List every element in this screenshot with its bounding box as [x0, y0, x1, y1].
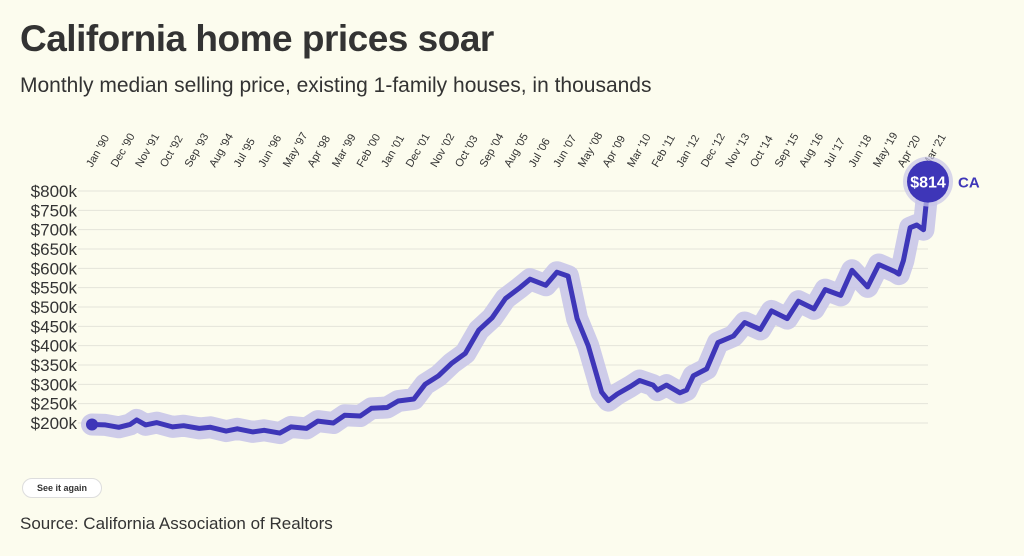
x-tick-label: Oct '92 [158, 134, 186, 170]
chart-title: California home prices soar [20, 18, 494, 59]
y-tick-label: $250k [31, 395, 78, 414]
series-layer: $814 CA [81, 156, 980, 445]
source-note: Source: California Association of Realto… [20, 514, 333, 533]
series-line [89, 183, 931, 436]
x-tick-label: Jul '95 [232, 136, 258, 169]
y-tick-label: $800k [31, 182, 78, 201]
x-tick-label: Oct '14 [748, 134, 776, 170]
see-it-again-button[interactable]: See it again [22, 478, 103, 498]
x-tick-label: Jul '06 [527, 136, 553, 169]
y-axis-ticks: $200k$250k$300k$350k$400k$450k$500k$550k… [31, 182, 78, 433]
y-tick-label: $500k [31, 298, 78, 317]
start-point [86, 418, 98, 431]
x-tick-label: Apr '98 [305, 134, 333, 170]
x-tick-label: Oct '03 [453, 134, 481, 170]
y-tick-label: $450k [31, 317, 78, 336]
end-value-label: $814 [910, 175, 946, 192]
y-tick-label: $650k [31, 240, 78, 259]
y-tick-label: $300k [31, 375, 78, 394]
end-point [907, 160, 949, 203]
series-label: CA [958, 175, 980, 192]
y-tick-label: $600k [31, 259, 78, 278]
y-tick-label: $400k [31, 337, 78, 356]
series-halo [81, 174, 939, 445]
y-tick-label: $750k [31, 201, 78, 220]
y-tick-label: $700k [31, 221, 78, 240]
y-tick-label: $200k [31, 414, 78, 433]
x-tick-label: Jul '17 [822, 136, 848, 169]
x-tick-label: Apr '09 [601, 134, 629, 170]
y-tick-label: $350k [31, 356, 78, 375]
chart-subtitle: Monthly median selling price, existing 1… [20, 74, 652, 97]
y-tick-label: $550k [31, 279, 78, 298]
